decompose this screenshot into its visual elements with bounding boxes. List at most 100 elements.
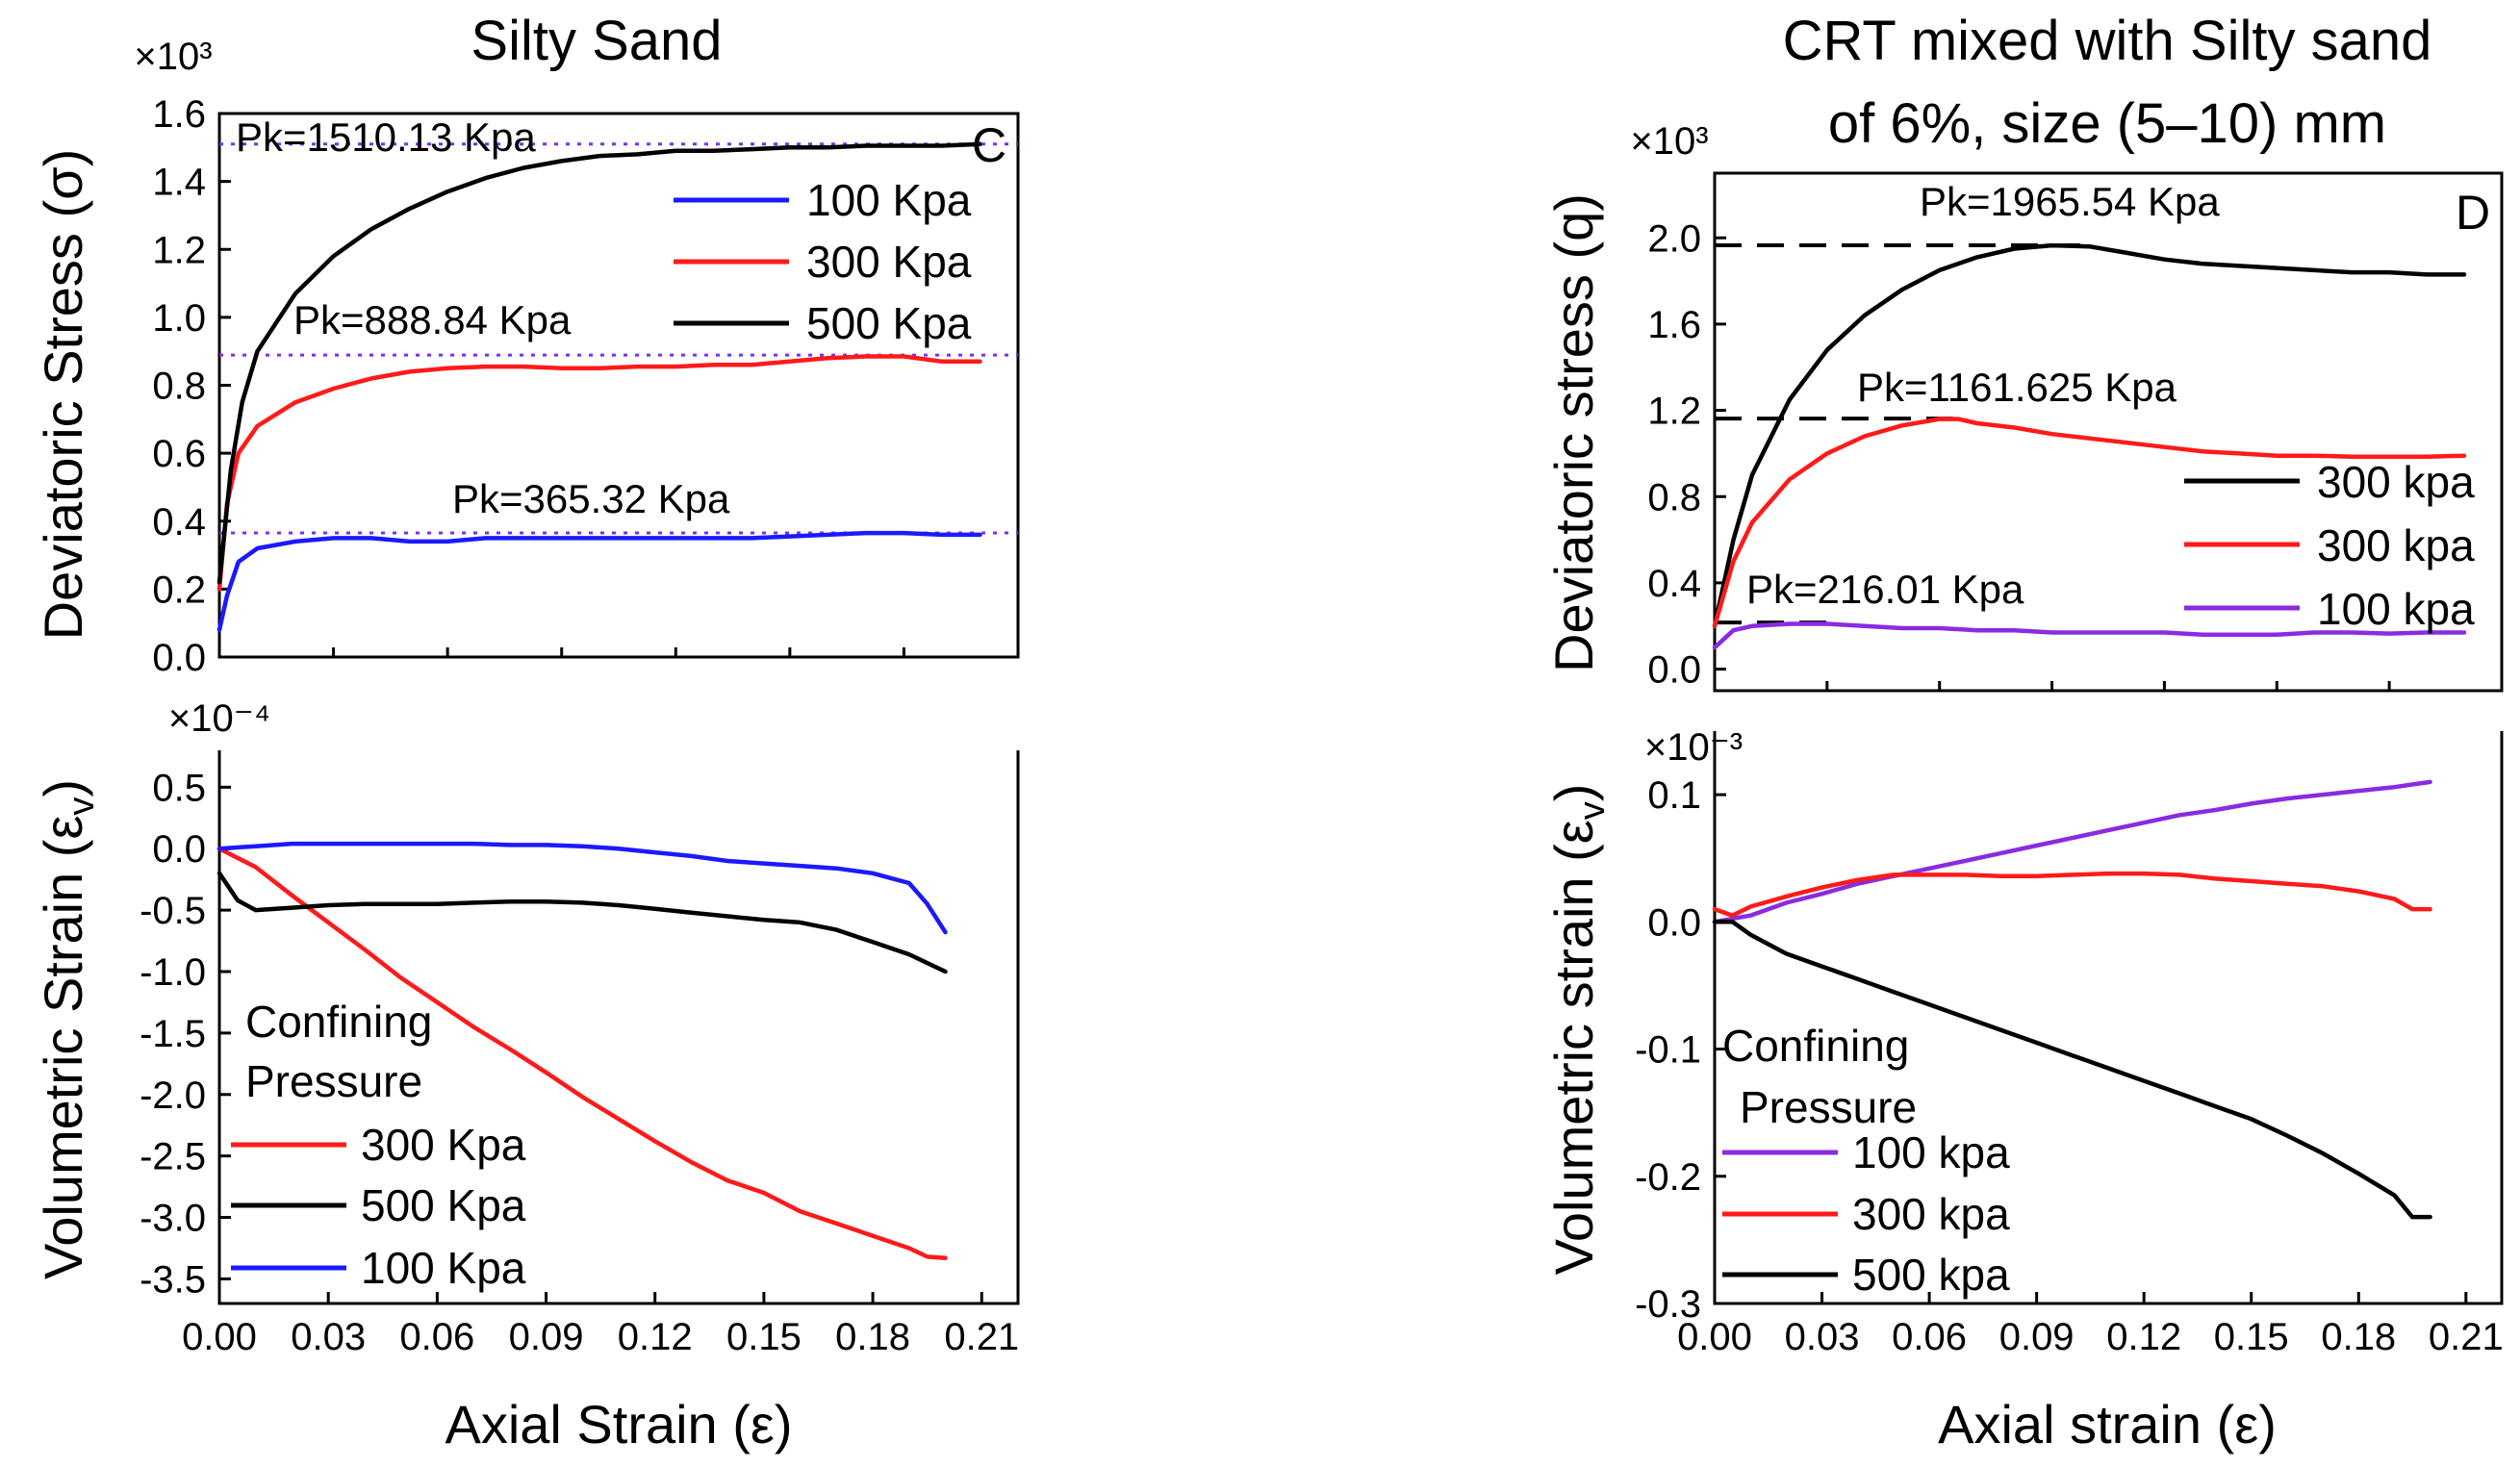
panel-d-vol-xlabel: Axial strain (ε): [1938, 1394, 2277, 1454]
panel-c-stress-yticks: 0.0 0.2 0.4 0.6 0.8 1.0 1.2 1.4 1.6: [152, 93, 1020, 679]
panel-d-title-line-2: of 6%, size (5–10) mm: [1828, 92, 2386, 155]
panel-d-stress-yticks: 0.0 0.4 0.8 1.2 1.6 2.0: [1647, 217, 2504, 692]
x-tick-label: 0.06: [1892, 1316, 1967, 1358]
x-tick-label: 0.15: [726, 1316, 802, 1358]
legend-label: 500 Kpa: [806, 298, 972, 348]
y-tick-label: -1.5: [140, 1013, 206, 1055]
panel-d-vol-series: [1712, 779, 2432, 1220]
y-tick-label: 0.5: [152, 767, 206, 809]
legend-title-line-1: Confining: [1722, 1021, 1909, 1071]
panel-c-letter: C: [972, 118, 1006, 172]
panel-d-stress-frame: [1713, 171, 2504, 693]
panel-c-title: Silty Sand: [471, 10, 722, 72]
x-tick-label: 0.15: [2214, 1316, 2289, 1358]
series-line-300-kpa: [1712, 242, 2467, 629]
legend-title-line-2: Pressure: [1740, 1082, 1917, 1132]
y-tick-label: 0.1: [1647, 774, 1701, 817]
y-tick-label: -0.3: [1635, 1283, 1701, 1326]
panel-c-vol-series: [216, 841, 948, 1260]
y-tick-label: -0.5: [140, 890, 206, 932]
y-tick-label: 0.8: [152, 366, 206, 408]
series-line-100-kpa: [216, 841, 948, 935]
y-tick-label: -3.0: [140, 1198, 206, 1240]
panel-c-vol-xlabel: Axial Strain (ε): [445, 1394, 792, 1454]
y-tick-label: -0.1: [1635, 1029, 1701, 1072]
x-tick-label: 0.18: [835, 1316, 910, 1358]
panel-d-vol-ylabel: Volumetric strain (εv): [1543, 784, 1613, 1276]
panel-c-vol-legend: Confining Pressure 300 Kpa 500 Kpa 100 K…: [231, 997, 526, 1293]
panel-d-vol-scale: ×10⁻³: [1644, 726, 1743, 769]
panel-d-stress-legend: 300 kpa 300 kpa 100 kpa: [2184, 457, 2475, 634]
panel-c-stress-series: [216, 141, 982, 633]
y-tick-label: 1.0: [152, 297, 206, 340]
series-line-300-kpa: [216, 846, 948, 1260]
x-tick-label: 0.00: [182, 1316, 257, 1358]
peak-label-d-red: Pk=1161.625 Kpa: [1857, 365, 2177, 410]
x-tick-label: 0.06: [399, 1316, 474, 1358]
panel-c-stress-ylabel: Deviatoric Stress (σ): [33, 149, 93, 641]
x-tick-label: 0.12: [2106, 1316, 2181, 1358]
x-tick-label: 0.21: [944, 1316, 1019, 1358]
series-line-100-kpa: [216, 530, 982, 633]
legend-label: 100 Kpa: [361, 1243, 526, 1293]
series-line-500-kpa: [1712, 920, 2432, 1220]
y-tick-label: 0.0: [1647, 901, 1701, 944]
x-tick-label: 0.09: [509, 1316, 584, 1358]
y-tick-label: 0.4: [152, 501, 206, 544]
y-tick-label: 0.0: [1647, 649, 1701, 692]
y-tick-label: -1.0: [140, 951, 206, 994]
legend-label: 300 kpa: [2317, 520, 2475, 570]
peak-label-c-500: Pk=1510.13 Kpa: [236, 114, 536, 160]
y-tick-label: 0.0: [152, 828, 206, 871]
panel-c-vol-ticks: 0.5 0.0 -0.5 -1.0 -1.5 -2.0 -2.5 -3.0 -3.5 0.00 0.…: [140, 767, 1019, 1358]
series-line-300-kpa: [1712, 871, 2432, 918]
peak-label-c-100: Pk=365.32 Kpa: [452, 476, 730, 521]
panel-c-volumetric: ×10⁻⁴ Volumetric Strain (εv) 0.5 0.0 -0.5 -…: [33, 697, 1020, 1454]
panel-d-vol-axes: [1713, 731, 2504, 1305]
peak-label-d-purple: Pk=216.01 Kpa: [1746, 567, 2024, 612]
y-tick-label: 0.0: [152, 637, 206, 679]
series-line-300-kpa: [216, 354, 982, 592]
series-line-300-kpa: [1712, 417, 2467, 629]
x-tick-label: 0.18: [2321, 1316, 2396, 1358]
panel-d-title-line-1: CRT mixed with Silty sand: [1783, 10, 2432, 72]
panel-c-stress-legend: 100 Kpa 300 Kpa 500 Kpa: [674, 175, 972, 348]
panel-d-stress-scale: ×10³: [1630, 120, 1708, 163]
y-tick-label: -3.5: [140, 1258, 206, 1301]
x-tick-label: 0.00: [1677, 1316, 1752, 1358]
series-line-100-kpa: [1712, 621, 2467, 650]
legend-label: 300 kpa: [2317, 457, 2475, 507]
y-tick-label: 1.2: [1647, 391, 1701, 433]
panel-d-vol-legend: Confining Pressure 100 kpa 300 kpa 500 k…: [1722, 1021, 2010, 1300]
y-tick-label: 0.6: [152, 433, 206, 475]
panel-c-stress: Silty Sand ×10³ Deviatoric Stress (σ) 0.…: [33, 10, 1020, 679]
legend-label: 100 kpa: [1852, 1127, 2010, 1177]
x-tick-label: 0.03: [291, 1316, 366, 1358]
y-tick-label: 0.4: [1647, 563, 1701, 605]
legend-label: 500 Kpa: [361, 1180, 526, 1230]
legend-label: 500 kpa: [1852, 1250, 2010, 1300]
x-tick-label: 0.12: [618, 1316, 693, 1358]
y-tick-label: -2.5: [140, 1136, 206, 1178]
x-tick-label: 0.21: [2429, 1316, 2504, 1358]
y-tick-label: 1.6: [152, 93, 206, 136]
y-tick-label: -0.2: [1635, 1156, 1701, 1199]
legend-label: 100 Kpa: [806, 175, 972, 225]
y-tick-label: 1.2: [152, 229, 206, 271]
legend-label: 100 kpa: [2317, 584, 2475, 634]
panel-c-vol-ylabel: Volumetric Strain (εv): [33, 779, 102, 1279]
series-line-500-kpa: [216, 871, 948, 974]
series-line-500-kpa: [216, 141, 982, 585]
peak-label-d-black: Pk=1965.54 Kpa: [1920, 179, 2220, 224]
legend-label: 300 Kpa: [361, 1120, 526, 1170]
panel-c-stress-scale: ×10³: [134, 36, 212, 78]
y-tick-label: 1.4: [152, 162, 206, 204]
legend-title-line-2: Pressure: [245, 1056, 422, 1106]
panel-d-stress: CRT mixed with Silty sand of 6%, size (5…: [1543, 10, 2504, 693]
legend-label: 300 Kpa: [806, 237, 972, 287]
panel-c-vol-scale: ×10⁻⁴: [168, 697, 270, 740]
legend-label: 300 kpa: [1852, 1189, 2010, 1239]
panel-d-volumetric: ×10⁻³ Volumetric strain (εv) 0.1 0.0 -0.1 -…: [1543, 726, 2504, 1454]
y-tick-label: 2.0: [1647, 217, 1701, 260]
